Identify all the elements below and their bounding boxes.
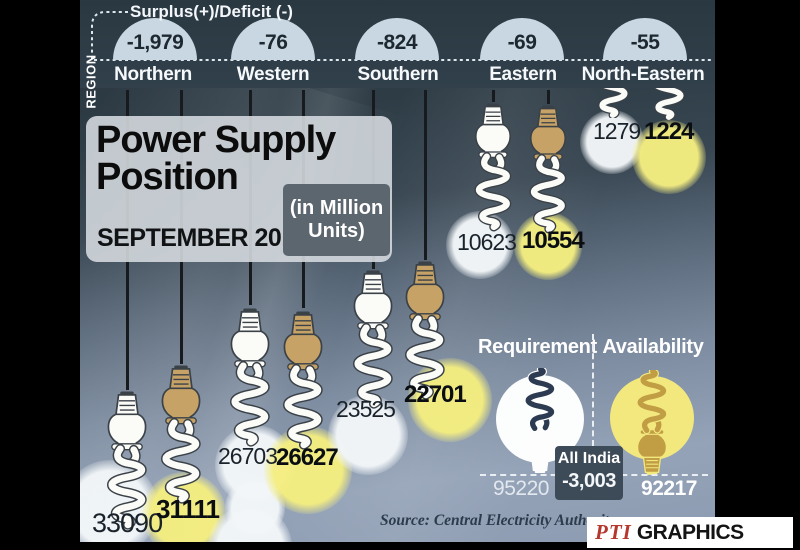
cfl-bulb-availability-northern [162, 365, 200, 499]
source-credit: Source: Central Electricity Authority [380, 512, 616, 529]
glow-yellow-northeastern [632, 120, 706, 194]
cord [546, 90, 550, 104]
title-line2: Position [96, 155, 239, 198]
value-requirement-northeastern: 1279 [593, 118, 641, 144]
all-india-label: All India [557, 450, 621, 467]
value-requirement-northern: 33090 [92, 508, 163, 538]
cord [423, 90, 427, 260]
all-india-deficit: -3,003 [562, 470, 616, 492]
value-availability-eastern: 10554 [522, 227, 585, 254]
region-axis-label: REGION [83, 54, 99, 109]
deficit-value: -55 [630, 31, 660, 54]
cfl-bulb-availability-eastern [530, 105, 566, 229]
deficit-value: -824 [376, 31, 418, 54]
surplus-deficit-label: Surplus(+)/Deficit (-) [130, 2, 293, 21]
all-india-requirement: 95220 [493, 477, 549, 500]
region-label-northern: Northern [114, 64, 192, 85]
value-requirement-western: 26703 [218, 443, 278, 469]
deficit-value: -69 [507, 31, 537, 54]
glow-yellow-southern [408, 358, 492, 442]
legend-availability-bulb-icon [637, 371, 667, 475]
cfl-bulb-requirement-eastern [475, 103, 511, 227]
legend-availability-label: Availability [602, 336, 704, 358]
page-title: Power Supply Position [96, 119, 336, 198]
title-box: Power Supply Position SEPTEMBER 2015 (in… [86, 116, 392, 262]
deficit-arc-eastern: -69 [480, 18, 564, 60]
pti-logo-text: PTI [595, 520, 632, 544]
value-availability-northern: 31111 [156, 494, 220, 524]
deficit-bracket-dashes [91, 11, 714, 61]
cfl-bulb-requirement-southern [354, 270, 392, 404]
title-period: SEPTEMBER 2015 [97, 224, 309, 252]
units-line2: Units) [308, 220, 365, 242]
units-line1: (in Million [289, 197, 384, 219]
pti-graphics-logo: PTI GRAPHICS [587, 517, 793, 548]
region-label-northeastern: North-Eastern [581, 64, 705, 85]
legend-requirement-label: Requirement [478, 336, 597, 358]
all-india-availability: 92217 [641, 477, 697, 500]
cfl-bulb-requirement-western [231, 308, 269, 442]
region-label-southern: Southern [357, 64, 439, 85]
value-requirement-southern: 23525 [336, 396, 396, 422]
cfl-bulb-availability-western [284, 311, 322, 445]
graphics-logo-text: GRAPHICS [636, 520, 744, 544]
value-availability-western: 26627 [276, 444, 339, 471]
region-label-eastern: Eastern [489, 64, 557, 85]
value-requirement-eastern: 10623 [457, 229, 517, 255]
artboard: -1,979 -76 -824 -69 -55 Surplus(+)/Defic… [80, 0, 715, 542]
cord [491, 90, 495, 102]
deficit-value: -76 [258, 31, 288, 54]
units-box: (in Million Units) [283, 184, 390, 256]
region-label-western: Western [236, 64, 310, 85]
legend-divider-dashes [592, 334, 594, 446]
all-india-box: All India -3,003 [555, 446, 623, 500]
title-line1: Power Supply [96, 119, 336, 161]
value-availability-southern: 22701 [404, 381, 467, 408]
glow-white-eastern [446, 211, 514, 279]
value-availability-northeastern: 1224 [644, 118, 694, 145]
glow-white-southern [328, 395, 408, 475]
deficit-value: -1,979 [126, 31, 184, 54]
